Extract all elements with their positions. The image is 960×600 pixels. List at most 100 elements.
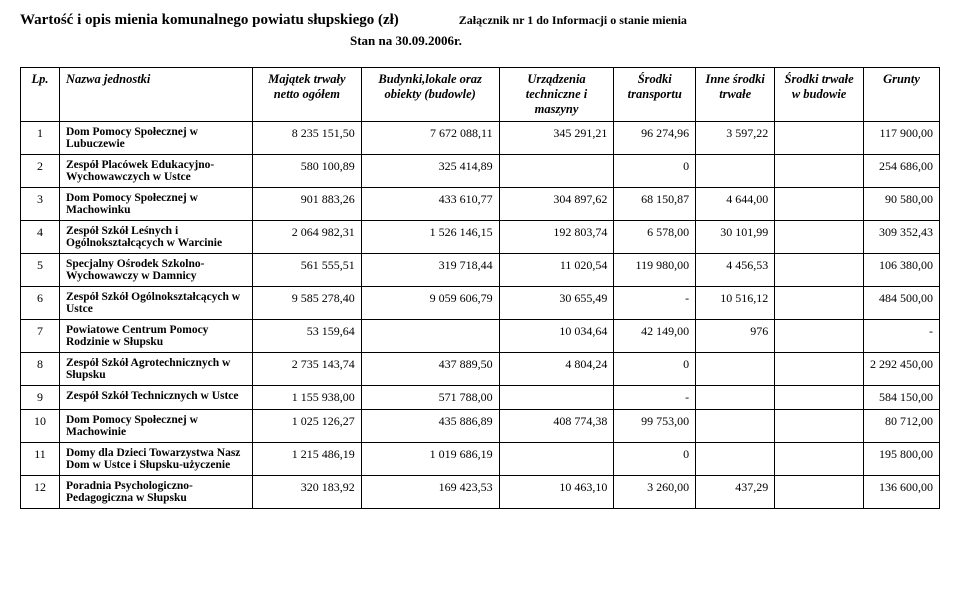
table-row: 1Dom Pomocy Społecznej w Lubuczewie8 235… <box>21 122 940 155</box>
col-transport: Środki transportu <box>614 68 696 122</box>
cell-lp: 3 <box>21 188 60 221</box>
page-title: Wartość i opis mienia komunalnego powiat… <box>20 12 399 29</box>
attachment-note: Załącznik nr 1 do Informacji o stanie mi… <box>459 13 687 28</box>
cell-name: Domy dla Dzieci Towarzystwa Nasz Dom w U… <box>60 443 253 476</box>
cell-value <box>775 353 864 386</box>
table-row: 11Domy dla Dzieci Towarzystwa Nasz Dom w… <box>21 443 940 476</box>
cell-value: 136 600,00 <box>863 476 939 509</box>
cell-value: 119 980,00 <box>614 254 696 287</box>
col-devices: Urządzenia techniczne i maszyny <box>499 68 614 122</box>
table-row: 2Zespół Placówek Edukacyjno-Wychowawczyc… <box>21 155 940 188</box>
cell-value: 0 <box>614 155 696 188</box>
cell-value: 106 380,00 <box>863 254 939 287</box>
cell-value <box>696 410 775 443</box>
cell-value: 254 686,00 <box>863 155 939 188</box>
cell-name: Zespół Placówek Edukacyjno-Wychowawczych… <box>60 155 253 188</box>
cell-lp: 4 <box>21 221 60 254</box>
cell-lp: 7 <box>21 320 60 353</box>
cell-value: 325 414,89 <box>361 155 499 188</box>
cell-name: Poradnia Psychologiczno-Pedagogiczna w S… <box>60 476 253 509</box>
cell-name: Dom Pomocy Społecznej w Lubuczewie <box>60 122 253 155</box>
cell-value: 4 804,24 <box>499 353 614 386</box>
table-row: 9Zespół Szkół Technicznych w Ustce1 155 … <box>21 386 940 410</box>
cell-lp: 8 <box>21 353 60 386</box>
col-total: Majątek trwały netto ogółem <box>253 68 362 122</box>
date-line: Stan na 30.09.2006r. <box>350 33 940 49</box>
cell-value: 9 059 606,79 <box>361 287 499 320</box>
cell-value: 3 597,22 <box>696 122 775 155</box>
table-row: 3Dom Pomocy Społecznej w Machowinku901 8… <box>21 188 940 221</box>
cell-value: 30 101,99 <box>696 221 775 254</box>
cell-value: 8 235 151,50 <box>253 122 362 155</box>
cell-value <box>775 410 864 443</box>
cell-value <box>775 476 864 509</box>
table-row: 6Zespół Szkół Ogólnokształcących w Ustce… <box>21 287 940 320</box>
cell-value <box>696 443 775 476</box>
cell-value: 304 897,62 <box>499 188 614 221</box>
assets-table: Lp. Nazwa jednostki Majątek trwały netto… <box>20 67 940 509</box>
cell-name: Dom Pomocy Społecznej w Machowinku <box>60 188 253 221</box>
table-header-row: Lp. Nazwa jednostki Majątek trwały netto… <box>21 68 940 122</box>
cell-value: 1 019 686,19 <box>361 443 499 476</box>
cell-value: 2 064 982,31 <box>253 221 362 254</box>
cell-value: 68 150,87 <box>614 188 696 221</box>
cell-lp: 1 <box>21 122 60 155</box>
cell-name: Dom Pomocy Społecznej w Machowinie <box>60 410 253 443</box>
cell-value: 96 274,96 <box>614 122 696 155</box>
cell-value: 1 025 126,27 <box>253 410 362 443</box>
cell-name: Zespół Szkół Ogólnokształcących w Ustce <box>60 287 253 320</box>
cell-value: 345 291,21 <box>499 122 614 155</box>
cell-value <box>499 155 614 188</box>
cell-value <box>775 254 864 287</box>
cell-value <box>775 221 864 254</box>
cell-value: 435 886,89 <box>361 410 499 443</box>
cell-value: 408 774,38 <box>499 410 614 443</box>
cell-value: 309 352,43 <box>863 221 939 254</box>
cell-value <box>775 287 864 320</box>
cell-value <box>775 443 864 476</box>
cell-value: 169 423,53 <box>361 476 499 509</box>
cell-lp: 12 <box>21 476 60 509</box>
cell-value <box>696 353 775 386</box>
cell-value: - <box>614 386 696 410</box>
cell-value: 4 644,00 <box>696 188 775 221</box>
table-row: 7Powiatowe Centrum Pomocy Rodzinie w Słu… <box>21 320 940 353</box>
cell-name: Zespół Szkół Leśnych i Ogólnokształcącyc… <box>60 221 253 254</box>
col-buildings: Budynki,lokale oraz obiekty (budowle) <box>361 68 499 122</box>
cell-value: 53 159,64 <box>253 320 362 353</box>
cell-value: 901 883,26 <box>253 188 362 221</box>
cell-value: 571 788,00 <box>361 386 499 410</box>
col-name: Nazwa jednostki <box>60 68 253 122</box>
cell-value: 10 516,12 <box>696 287 775 320</box>
cell-value <box>499 443 614 476</box>
col-other: Inne środki trwałe <box>696 68 775 122</box>
table-row: 8Zespół Szkół Agrotechnicznych w Słupsku… <box>21 353 940 386</box>
cell-value <box>361 320 499 353</box>
cell-value: 580 100,89 <box>253 155 362 188</box>
cell-value: 0 <box>614 443 696 476</box>
cell-value: 90 580,00 <box>863 188 939 221</box>
cell-value: 7 672 088,11 <box>361 122 499 155</box>
cell-name: Zespół Szkół Technicznych w Ustce <box>60 386 253 410</box>
cell-value <box>696 386 775 410</box>
cell-value: 117 900,00 <box>863 122 939 155</box>
cell-value: 195 800,00 <box>863 443 939 476</box>
cell-name: Powiatowe Centrum Pomocy Rodzinie w Słup… <box>60 320 253 353</box>
cell-lp: 2 <box>21 155 60 188</box>
cell-value: 584 150,00 <box>863 386 939 410</box>
cell-value: 6 578,00 <box>614 221 696 254</box>
cell-value: 437,29 <box>696 476 775 509</box>
cell-value: 3 260,00 <box>614 476 696 509</box>
cell-value: 99 753,00 <box>614 410 696 443</box>
cell-value: 1 526 146,15 <box>361 221 499 254</box>
cell-value: - <box>614 287 696 320</box>
cell-value <box>696 155 775 188</box>
cell-value: 42 149,00 <box>614 320 696 353</box>
cell-value: 80 712,00 <box>863 410 939 443</box>
cell-value: 1 155 938,00 <box>253 386 362 410</box>
cell-value <box>499 386 614 410</box>
cell-value: 1 215 486,19 <box>253 443 362 476</box>
cell-value: 320 183,92 <box>253 476 362 509</box>
cell-value: 4 456,53 <box>696 254 775 287</box>
col-land: Grunty <box>863 68 939 122</box>
